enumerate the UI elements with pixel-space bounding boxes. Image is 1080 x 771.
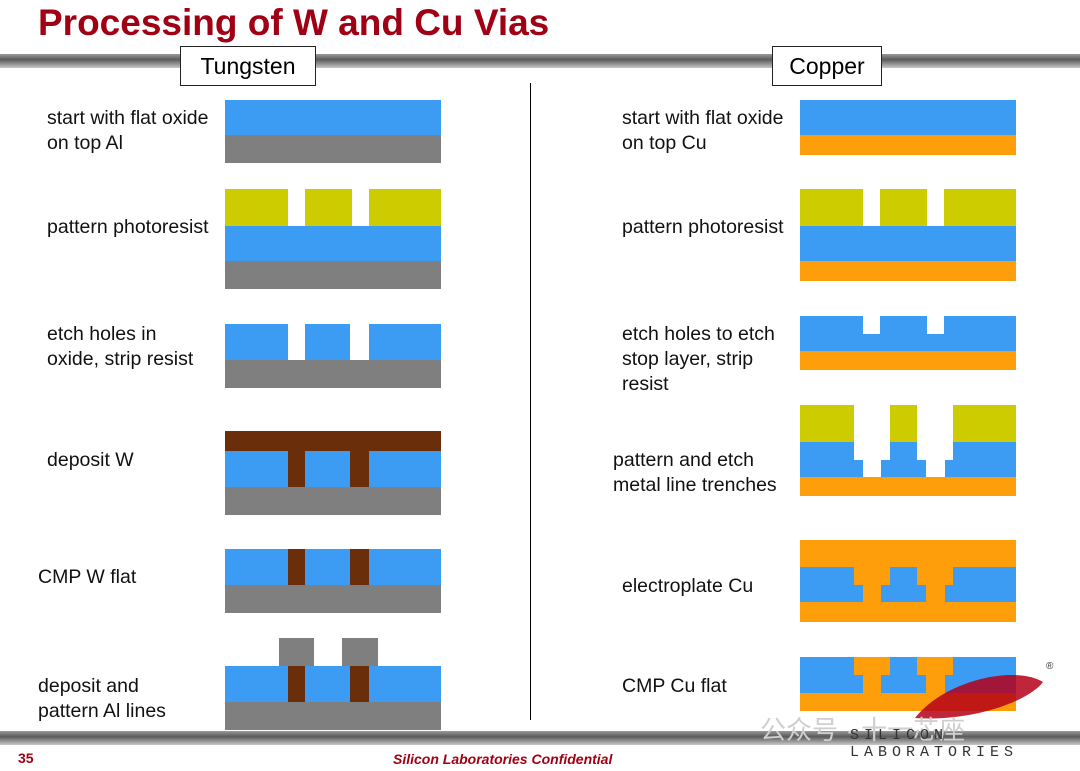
tungsten-plug bbox=[350, 666, 369, 702]
w-step-2-stack bbox=[225, 189, 441, 289]
copper-layer bbox=[800, 261, 1016, 281]
w-step-6-label: deposit and pattern Al lines bbox=[38, 675, 166, 722]
oxide-layer bbox=[225, 226, 441, 261]
w-step-1-label: start with flat oxide on top Al bbox=[47, 107, 209, 154]
oxide-layer bbox=[800, 100, 1016, 135]
oxide-segment bbox=[369, 324, 441, 360]
confidential-notice: Silicon Laboratories Confidential bbox=[393, 751, 613, 767]
aluminum-layer bbox=[225, 135, 441, 163]
aluminum-layer bbox=[225, 360, 441, 388]
photoresist-block bbox=[944, 189, 1016, 226]
w-step-5-stack bbox=[225, 549, 441, 613]
photoresist-block bbox=[890, 405, 917, 442]
photoresist-block bbox=[225, 189, 288, 226]
tungsten-plug bbox=[288, 666, 305, 702]
cu-step-5-stack bbox=[800, 540, 1016, 622]
oxide-layer bbox=[225, 666, 441, 702]
tab-copper: Copper bbox=[772, 46, 882, 86]
photoresist-block bbox=[953, 405, 1016, 442]
photoresist-block bbox=[880, 189, 927, 226]
w-step-3-stack bbox=[225, 324, 441, 388]
copper-overburden bbox=[800, 540, 1016, 549]
cu-step-1-label: start with flat oxide on top Cu bbox=[622, 107, 784, 154]
copper-layer bbox=[800, 477, 1016, 496]
w-step-4-stack bbox=[225, 431, 441, 515]
cu-step-4-label: pattern and etch metal line trenches bbox=[613, 449, 777, 496]
photoresist-block bbox=[800, 405, 854, 442]
cu-step-4-stack bbox=[800, 405, 1016, 496]
tungsten-plug bbox=[288, 549, 305, 585]
silicon-labs-logo-mark bbox=[915, 675, 1043, 719]
oxide-segment bbox=[945, 567, 1016, 602]
w-step-6-stack bbox=[225, 638, 441, 730]
copper-layer bbox=[800, 135, 1016, 155]
aluminum-line bbox=[279, 638, 314, 666]
copper-dual-damascene bbox=[917, 657, 953, 693]
logo-text: SILICON LABORATORIES bbox=[850, 727, 1019, 761]
oxide-segment bbox=[225, 324, 288, 360]
aluminum-layer bbox=[225, 585, 441, 613]
w-step-5-label: CMP W flat bbox=[38, 566, 137, 588]
w-step-4-label: deposit W bbox=[47, 449, 134, 471]
w-step-3-label: etch holes in oxide, strip resist bbox=[47, 323, 194, 370]
aluminum-layer bbox=[225, 261, 441, 289]
tab-tungsten: Tungsten bbox=[180, 46, 316, 86]
oxide-segment bbox=[305, 324, 350, 360]
cu-step-6-label: CMP Cu flat bbox=[622, 675, 727, 697]
cu-step-1-stack bbox=[800, 100, 1016, 155]
footer-band bbox=[0, 731, 1080, 745]
column-divider bbox=[530, 83, 531, 720]
cu-step-2-stack bbox=[800, 189, 1016, 281]
oxide-segment bbox=[881, 442, 926, 477]
w-step-1-stack bbox=[225, 100, 441, 163]
oxide-layer bbox=[225, 451, 441, 487]
oxide-layer bbox=[800, 226, 1016, 261]
photoresist-block bbox=[800, 189, 863, 226]
photoresist-block bbox=[369, 189, 441, 226]
oxide-layer bbox=[800, 316, 1016, 351]
oxide-layer bbox=[225, 100, 441, 135]
aluminum-layer bbox=[225, 702, 441, 730]
tungsten-plug bbox=[288, 451, 305, 487]
oxide-segment bbox=[800, 442, 863, 477]
tungsten-plug bbox=[350, 451, 369, 487]
registered-mark: ® bbox=[1046, 661, 1054, 672]
watermark: 公众号 · 十一芯座 bbox=[760, 715, 966, 745]
copper-dual-damascene bbox=[854, 657, 890, 693]
slide-title: Processing of W and Cu Vias bbox=[38, 2, 550, 43]
aluminum-line bbox=[342, 638, 378, 666]
photoresist-block bbox=[305, 189, 352, 226]
tungsten-plug bbox=[350, 549, 369, 585]
oxide-layer bbox=[225, 549, 441, 585]
page-number: 35 bbox=[18, 750, 34, 766]
aluminum-layer bbox=[225, 487, 441, 515]
cu-step-3-label: etch holes to etch stop layer, strip res… bbox=[622, 323, 775, 395]
copper-layer bbox=[800, 351, 1016, 370]
oxide-segment bbox=[800, 567, 863, 602]
oxide-segment bbox=[945, 442, 1016, 477]
header-band bbox=[0, 54, 1080, 68]
oxide-segment bbox=[881, 567, 926, 602]
cu-step-5-label: electroplate Cu bbox=[622, 575, 754, 597]
cu-step-2-label: pattern photoresist bbox=[622, 216, 784, 238]
tungsten-blanket bbox=[225, 431, 441, 451]
w-step-2-label: pattern photoresist bbox=[47, 216, 209, 238]
cu-step-3-stack bbox=[800, 316, 1016, 370]
